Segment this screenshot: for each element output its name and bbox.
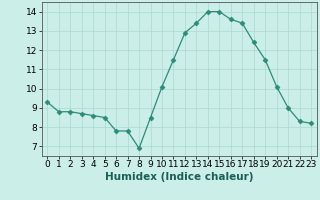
X-axis label: Humidex (Indice chaleur): Humidex (Indice chaleur) [105,172,253,182]
